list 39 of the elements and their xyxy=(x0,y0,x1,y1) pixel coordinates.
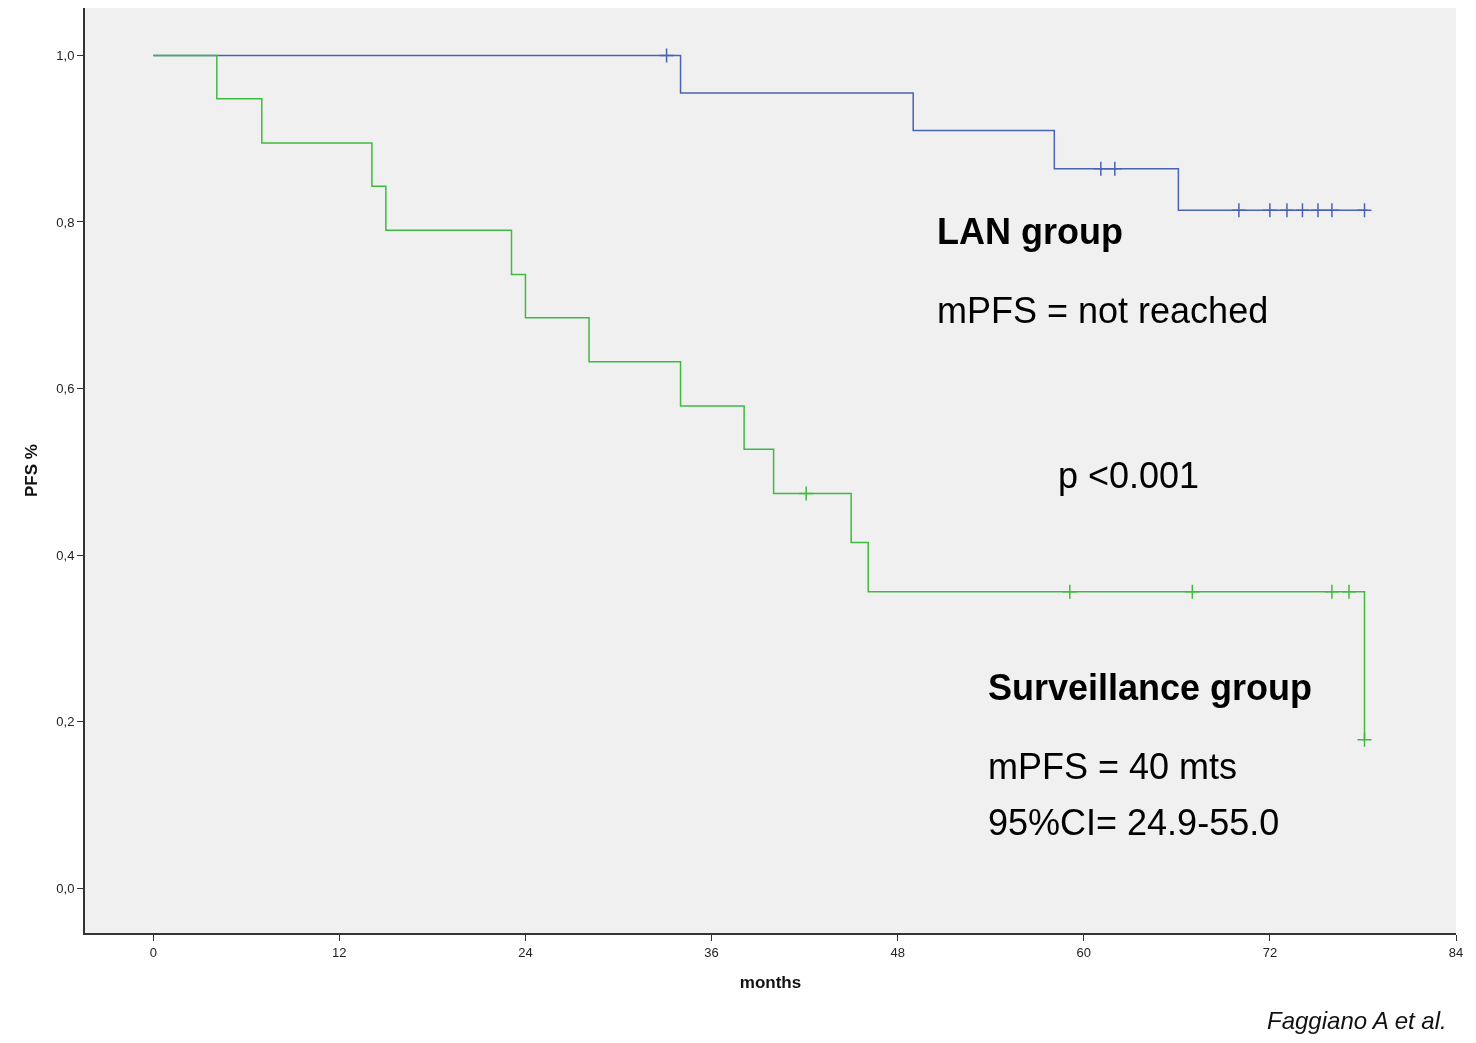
point xyxy=(1062,583,1078,600)
y-tick-label: 0,6 xyxy=(56,381,75,397)
point xyxy=(1356,202,1373,219)
y-tick-label: 0,2 xyxy=(56,714,75,730)
annotation: LAN group xyxy=(937,211,1123,252)
point xyxy=(1341,583,1357,600)
point xyxy=(798,485,814,502)
text: Faggiano A et al. xyxy=(1267,1007,1447,1034)
x-tick-label: 60 xyxy=(1076,944,1092,960)
point xyxy=(1356,732,1373,748)
point xyxy=(1279,202,1295,219)
y-tick-label: 0,8 xyxy=(56,214,75,230)
point xyxy=(1184,583,1201,600)
annotation: mPFS = 40 mts xyxy=(988,746,1238,787)
x-axis-title: months xyxy=(739,973,802,993)
point xyxy=(1310,202,1326,219)
x-tick-label: 12 xyxy=(332,944,347,960)
x-tick-label: 84 xyxy=(1448,944,1464,960)
point xyxy=(1324,202,1340,219)
y-tick-label: 1,0 xyxy=(56,48,75,64)
x-tick-label: 24 xyxy=(518,944,533,960)
y-axis-title: PFS % xyxy=(22,444,42,497)
annotation: Surveillance group xyxy=(988,667,1313,708)
x-tick-label: 72 xyxy=(1262,944,1278,960)
x-tick-label: 36 xyxy=(704,944,719,960)
point xyxy=(1324,583,1340,600)
point xyxy=(658,47,675,64)
point xyxy=(1107,160,1123,177)
point xyxy=(1231,202,1247,219)
x-tick-label: 0 xyxy=(149,944,157,960)
annotation: mPFS = not reached xyxy=(937,290,1269,331)
point xyxy=(1262,202,1278,219)
annotation: 95%CI= 24.9-55.0 xyxy=(988,802,1280,843)
x-tick-label: 48 xyxy=(890,944,905,960)
point xyxy=(1093,160,1109,177)
annotation: p <0.001 xyxy=(1058,455,1200,496)
y-tick-label: 0,4 xyxy=(56,547,75,563)
y-tick-label: 0,0 xyxy=(56,880,75,896)
point xyxy=(1294,202,1311,219)
